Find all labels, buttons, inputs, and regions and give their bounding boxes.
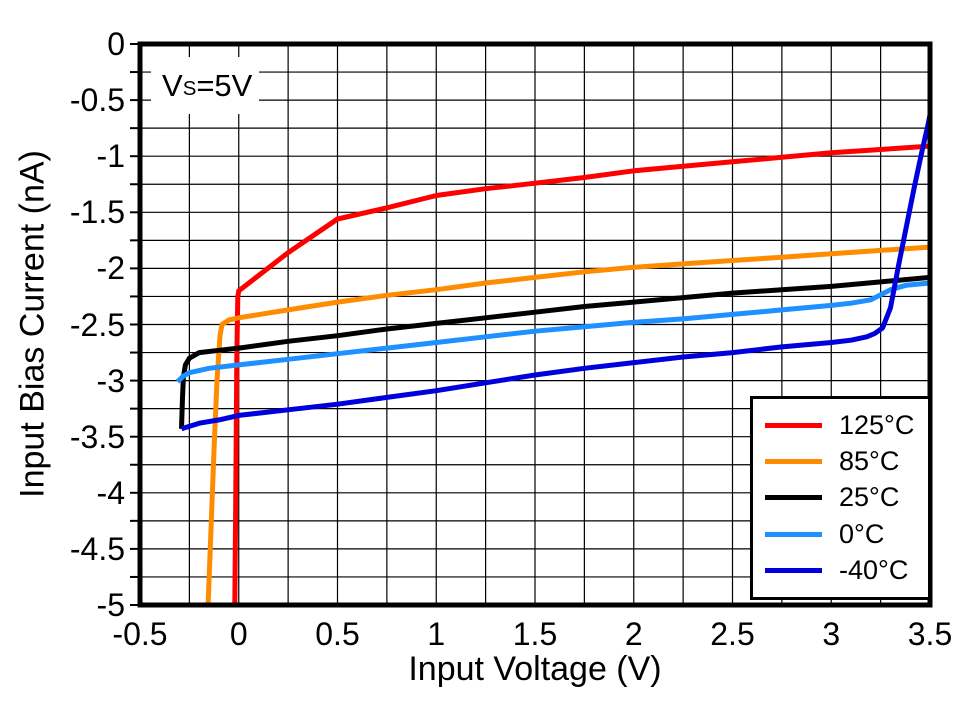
legend-entry: 0°C: [765, 519, 928, 550]
legend-label: 125°C: [839, 410, 915, 441]
x-axis-title: Input Voltage (V): [408, 650, 662, 688]
x-tick-label: 1.5: [512, 616, 558, 652]
annotation-suffix: =5V: [196, 67, 253, 103]
x-tick-label: 2: [624, 616, 643, 652]
x-tick-label: 3.5: [907, 616, 953, 652]
legend-label: 0°C: [839, 518, 885, 549]
curve-series-0: [232, 143, 930, 605]
legend-swatch-line: [765, 495, 822, 501]
x-tick-label: 1: [427, 616, 446, 652]
y-tick-label: -4.5: [69, 530, 125, 567]
legend-swatch-line: [765, 423, 822, 429]
legend-entry: 25°C: [765, 482, 928, 513]
legend-entry: 85°C: [765, 446, 928, 477]
legend-swatch-line: [765, 459, 822, 465]
y-tick-label: -5: [96, 587, 125, 623]
legend-entry: -40°C: [765, 555, 928, 586]
x-tick-label: 2.5: [710, 616, 755, 652]
legend-entry: 125°C: [765, 410, 928, 441]
legend-swatch-line: [765, 567, 822, 573]
x-tick-label: -0.5: [112, 616, 168, 652]
y-tick-label: -0.5: [69, 82, 125, 119]
y-tick-label: -1: [96, 138, 125, 175]
x-tick-label: 3: [822, 616, 841, 652]
annotation-prefix: V: [162, 67, 183, 103]
plot-border: [137, 41, 933, 608]
supply-voltage-annotation: V S =5V: [151, 57, 259, 114]
legend-swatch-line: [765, 531, 822, 537]
legend: 125°C 85°C 25°C 0°C -40°C: [750, 396, 931, 600]
y-tick-label: 0: [107, 26, 125, 62]
curve-series-1: [205, 244, 930, 605]
legend-label: 85°C: [839, 446, 900, 477]
y-tick-label: -4: [96, 474, 125, 511]
curve-series-4: [180, 114, 930, 432]
y-tick-label: -2.5: [69, 306, 125, 343]
y-axis-ticks: [130, 43, 138, 606]
y-tick-label: -1.5: [69, 194, 125, 231]
curve-series-2: [179, 274, 930, 429]
curve-series-3: [175, 280, 930, 384]
legend-label: 25°C: [839, 482, 900, 513]
y-tick-label: -2: [96, 250, 125, 287]
y-tick-label: -3.5: [69, 418, 125, 455]
x-tick-label: 0.5: [315, 616, 360, 652]
legend-label: -40°C: [839, 554, 909, 585]
x-tick-label: 0: [229, 616, 248, 652]
y-tick-label: -3: [96, 362, 125, 399]
